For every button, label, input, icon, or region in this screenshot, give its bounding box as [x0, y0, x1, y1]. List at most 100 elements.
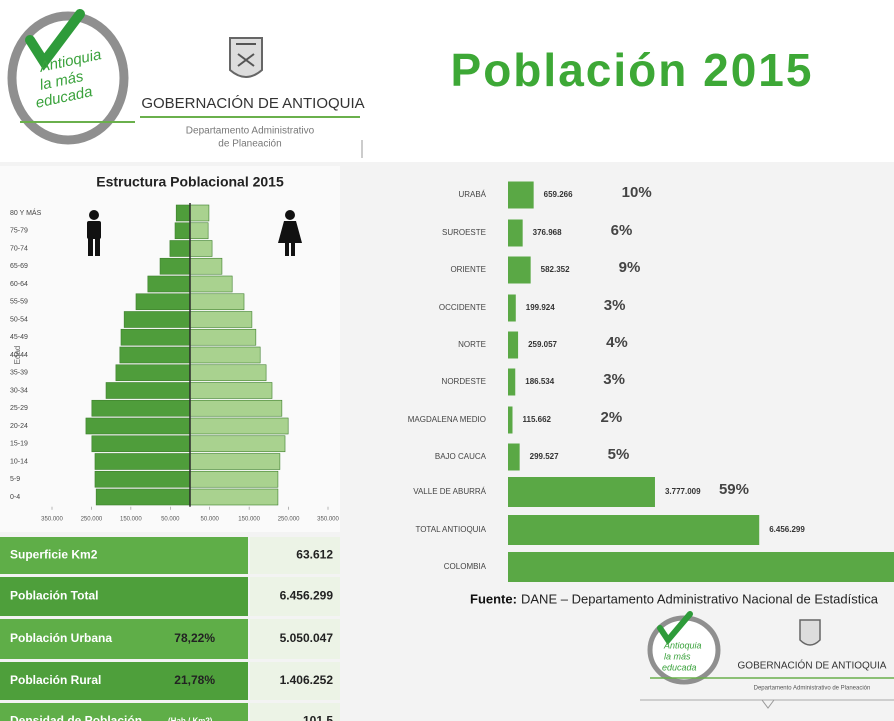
- pyramid-bar: [91, 435, 191, 453]
- value-label: 3.777.009: [665, 487, 701, 496]
- pyramid-bar: [105, 382, 191, 399]
- row-label-cell: [0, 619, 248, 659]
- age-label: 10-14: [10, 458, 28, 465]
- category-label: BAJO CAUCA: [435, 452, 487, 461]
- bar: [508, 256, 531, 284]
- percent-label: 6%: [611, 222, 633, 239]
- pyramid-bar: [189, 311, 253, 328]
- category-label: ORIENTE: [450, 265, 486, 274]
- percent-label: 3%: [603, 371, 625, 388]
- bar: [508, 443, 520, 471]
- row-share: 78,22%: [174, 631, 215, 645]
- age-label: 75-79: [10, 228, 28, 235]
- dept-name: Departamento Administrativo: [186, 126, 315, 137]
- percent-label: 5%: [608, 446, 630, 463]
- age-label: 70-74: [10, 245, 28, 252]
- age-label: 45-49: [10, 334, 28, 341]
- percent-label: 3%: [604, 297, 626, 314]
- age-label: 60-64: [10, 281, 28, 288]
- age-label: 25-29: [10, 405, 28, 412]
- org-name: GOBERNACIÓN DE ANTIOQUIA: [141, 95, 364, 112]
- pyramid-bar: [189, 240, 213, 257]
- x-tick-label: 150.000: [120, 516, 142, 522]
- pyramid-bar: [174, 222, 191, 240]
- age-label: 50-54: [10, 316, 28, 323]
- logo-check: [25, 9, 85, 71]
- age-label: 0-4: [10, 494, 20, 501]
- bar: [508, 552, 894, 582]
- pyramid-chart: 80 Y MÁS 75-79 70-74 65-69 60-64 55-59 50-54 45…: [10, 203, 340, 522]
- source-label: Fuente:: [470, 591, 517, 606]
- x-tick-label: 350.000: [41, 516, 63, 522]
- pyramid-bar: [159, 257, 191, 275]
- pyramid-bar: [189, 399, 283, 417]
- pyramid-bar: [119, 346, 191, 364]
- bar: [508, 331, 519, 359]
- value-label: 115.662: [523, 415, 552, 424]
- footer-logo: Antioquia la más educada GOBERNACIÓN DE …: [640, 611, 894, 709]
- footer-logo-text: educada: [662, 662, 697, 672]
- value-label: 199.924: [526, 303, 555, 312]
- dept-name: de Planeación: [218, 139, 281, 150]
- x-tick-label: 50.000: [161, 516, 180, 522]
- footer-org: GOBERNACIÓN DE ANTIOQUIA: [738, 659, 887, 672]
- percent-label: 2%: [601, 409, 623, 426]
- row-value: 101,5: [303, 714, 333, 721]
- row-value: 1.406.252: [280, 673, 334, 687]
- pyramid-bar: [123, 311, 191, 328]
- pyramid-bar: [94, 453, 191, 470]
- value-label: 186.534: [525, 377, 554, 386]
- percent-label: 59%: [719, 481, 749, 498]
- pyramid-bar: [189, 453, 281, 470]
- row-label-cell: [0, 703, 248, 721]
- pyramid-bar: [189, 470, 279, 488]
- row-label-cell: [0, 662, 248, 700]
- bar: [508, 515, 760, 545]
- pyramid-bar: [115, 364, 191, 382]
- bar: [508, 368, 516, 396]
- row-label: Población Rural: [10, 673, 101, 687]
- value-label: 582.352: [541, 265, 570, 274]
- row-label-cell: [0, 537, 248, 574]
- pyramid-bar: [169, 240, 191, 257]
- pyramid-bar: [147, 275, 191, 293]
- x-tick-label: 150.000: [238, 516, 260, 522]
- pyramid-bar: [91, 399, 191, 417]
- row-share: 21,78%: [174, 673, 215, 687]
- pyramid-bar: [135, 293, 191, 311]
- coat-of-arms: [229, 37, 263, 78]
- row-label: Superficie Km2: [10, 548, 98, 562]
- pyramid-bar: [120, 328, 191, 346]
- category-label: NORDESTE: [442, 377, 486, 386]
- pyramid-bar: [189, 346, 261, 364]
- row-label: Población Urbana: [10, 631, 112, 645]
- bar-chart: URABÁ 659.266 10% SUROESTE 376.968 6% ORIENTE 5…: [408, 181, 894, 582]
- pyramid-bar: [189, 257, 223, 275]
- age-label: 80 Y MÁS: [10, 208, 42, 217]
- age-label: 15-19: [10, 441, 28, 448]
- bar: [508, 219, 523, 247]
- pyramid-bar: [189, 435, 286, 453]
- category-label: VALLE DE ABURRÁ: [413, 487, 486, 496]
- footer-logo-text: Antioquia: [663, 640, 702, 650]
- source-text: DANE – Departamento Administrativo Nacio…: [521, 591, 879, 606]
- row-value-cell: [250, 619, 340, 659]
- pyramid-bar: [189, 275, 233, 293]
- summary-table: Superficie Km2 63.612 Población Total 6.456…: [0, 537, 340, 721]
- age-label: 20-24: [10, 423, 28, 430]
- value-label: 6.456.299: [769, 525, 805, 534]
- row-value: 63.612: [296, 548, 333, 562]
- row-value-cell: [250, 577, 340, 616]
- female-icon: [278, 210, 302, 256]
- value-label: 659.266: [544, 190, 573, 199]
- pyramid-bar: [95, 488, 191, 506]
- pyramid-bar: [94, 470, 191, 488]
- pyramid-bar: [175, 204, 191, 222]
- age-label: 65-69: [10, 263, 28, 270]
- x-tick-label: 250.000: [278, 516, 300, 522]
- row-unit: (Hab / Km2): [168, 717, 213, 721]
- category-label: OCCIDENTE: [439, 303, 486, 312]
- row-value-cell: [250, 662, 340, 700]
- footer-dept: Departamento Administrativo de Planeació…: [754, 686, 871, 692]
